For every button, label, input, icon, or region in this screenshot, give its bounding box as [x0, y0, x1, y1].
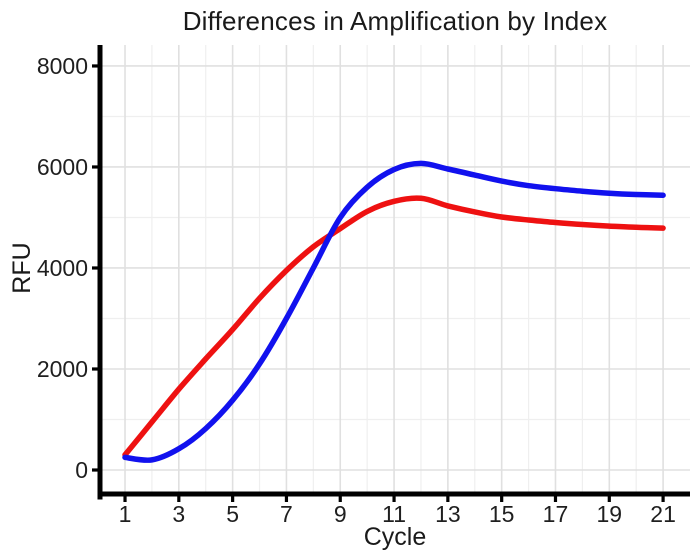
- x-tick-mark: [231, 496, 235, 502]
- x-tick-mark: [338, 496, 342, 502]
- x-tick-mark: [177, 496, 181, 502]
- x-tick-label: 7: [280, 501, 293, 527]
- x-axis-title: Cycle: [363, 523, 427, 551]
- y-axis-line: [97, 45, 103, 500]
- y-tick-mark: [92, 266, 98, 270]
- x-axis-line: [97, 491, 690, 497]
- chart-title: Differences in Amplification by Index: [182, 6, 608, 36]
- y-tick-label: 8000: [37, 53, 88, 79]
- x-tick-label: 3: [172, 501, 185, 527]
- y-tick-mark: [92, 64, 98, 68]
- series-line-red: [122, 195, 666, 458]
- x-tick-mark: [553, 496, 558, 502]
- x-tick-label: 19: [596, 501, 622, 527]
- y-tick-mark: [92, 367, 98, 371]
- y-tick-mark: [92, 468, 98, 472]
- series-line-blue: [122, 160, 666, 463]
- x-tick-label: 5: [226, 501, 239, 527]
- x-tick-mark: [661, 496, 665, 502]
- y-tick-label: 6000: [37, 154, 88, 180]
- y-tick-label: 0: [75, 457, 88, 483]
- x-tick-mark: [607, 496, 611, 502]
- x-tick-label: 21: [650, 501, 676, 527]
- x-tick-label: 13: [435, 501, 461, 527]
- x-tick-mark: [446, 496, 450, 502]
- x-tick-mark: [284, 496, 289, 502]
- x-tick-label: 1: [119, 501, 132, 527]
- x-tick-label: 11: [382, 501, 406, 527]
- x-tick-mark: [392, 496, 396, 502]
- y-tick-label: 2000: [37, 356, 88, 382]
- x-tick-label: 17: [543, 501, 569, 527]
- y-tick-mark: [92, 165, 98, 169]
- y-tick-label: 4000: [37, 255, 88, 281]
- x-tick-label: 9: [334, 501, 347, 527]
- x-tick-mark: [500, 496, 504, 502]
- x-tick-mark: [123, 496, 127, 502]
- y-axis-title: RFU: [8, 242, 36, 294]
- x-tick-label: 15: [489, 501, 515, 527]
